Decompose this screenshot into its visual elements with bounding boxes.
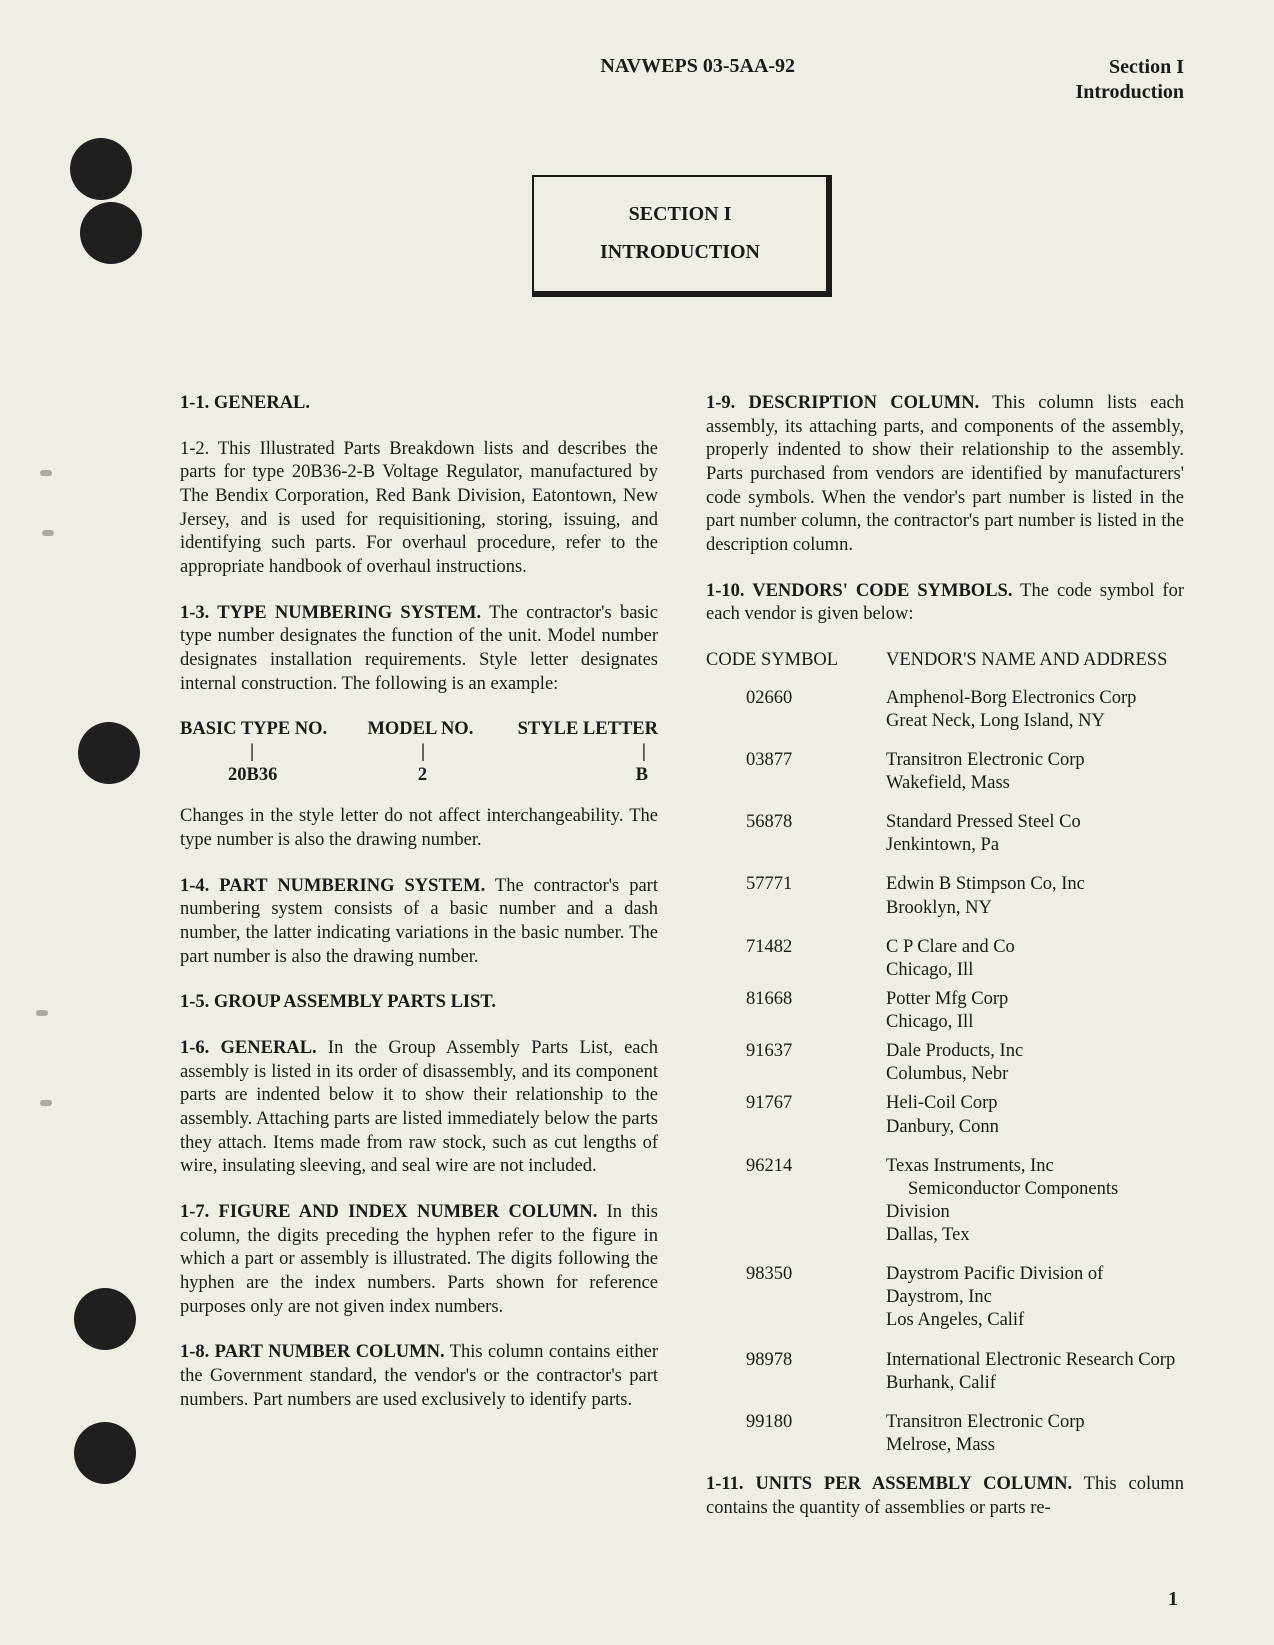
vendor-name: Transitron Electronic CorpMelrose, Mass	[886, 1411, 1184, 1457]
para-1-6-body: In the Group Assembly Parts List, each a…	[180, 1038, 658, 1176]
vendor-name: International Electronic Research CorpBu…	[886, 1349, 1184, 1395]
type-col3-head: STYLE LETTER	[508, 718, 658, 742]
para-1-4: 1-4. PART NUMBERING SYSTEM. The contract…	[180, 875, 658, 970]
scan-artifact	[42, 530, 54, 536]
section-title-box: SECTION I INTRODUCTION	[532, 175, 832, 297]
type-col1-val: 20B36	[180, 764, 368, 788]
para-1-4-head: 1-4. PART NUMBERING SYSTEM.	[180, 876, 485, 896]
vendor-name: Standard Pressed Steel CoJenkintown, Pa	[886, 811, 1184, 857]
type-col2-val: 2	[368, 764, 510, 788]
type-col2-bar: |	[369, 744, 511, 761]
para-1-2-body: This Illustrated Parts Breakdown lists a…	[180, 439, 658, 577]
vendor-row: 03877Transitron Electronic CorpWakefield…	[706, 749, 1184, 795]
section-label: Section I	[1075, 55, 1184, 80]
section-name: Introduction	[1075, 80, 1184, 105]
vendor-row: 98978International Electronic Research C…	[706, 1349, 1184, 1395]
punch-hole	[74, 1288, 136, 1350]
vendor-head-name: VENDOR'S NAME AND ADDRESS	[886, 649, 1184, 673]
vendor-code: 71482	[706, 936, 886, 982]
para-1-6-head: 1-6. GENERAL.	[180, 1038, 317, 1058]
para-1-3-after: Changes in the style letter do not affec…	[180, 805, 658, 852]
type-col3-bar: |	[511, 744, 658, 761]
vendor-code: 91637	[706, 1040, 886, 1086]
vendor-code: 02660	[706, 687, 886, 733]
vendor-row: 98350Daystrom Pacific Division of Daystr…	[706, 1263, 1184, 1332]
punch-hole	[74, 1422, 136, 1484]
vendor-name: Texas Instruments, IncSemiconductor Comp…	[886, 1155, 1184, 1248]
punch-hole	[70, 138, 132, 200]
vendor-name: Transitron Electronic CorpWakefield, Mas…	[886, 749, 1184, 795]
para-1-7-head: 1-7. FIGURE AND INDEX NUMBER COLUMN.	[180, 1202, 597, 1222]
para-1-3: 1-3. TYPE NUMBERING SYSTEM. The contract…	[180, 602, 658, 697]
vendor-row: 96214Texas Instruments, IncSemiconductor…	[706, 1155, 1184, 1248]
para-1-1-head: 1-1. GENERAL.	[180, 393, 310, 413]
section-header: Section I Introduction	[1075, 55, 1184, 105]
vendor-row: 71482C P Clare and CoChicago, Ill	[706, 936, 1184, 982]
body-columns: 1-1. GENERAL. 1-2. This Illustrated Part…	[180, 392, 1184, 1520]
para-1-7: 1-7. FIGURE AND INDEX NUMBER COLUMN. In …	[180, 1201, 658, 1319]
vendor-head-code: CODE SYMBOL	[706, 649, 886, 673]
vendor-code: 81668	[706, 988, 886, 1034]
type-col2-head: MODEL NO.	[367, 718, 508, 742]
vendor-code: 98350	[706, 1263, 886, 1332]
vendor-table-body: 02660Amphenol-Borg Electronics CorpGreat…	[706, 687, 1184, 1457]
vendor-code: 57771	[706, 873, 886, 919]
document-page: NAVWEPS 03-5AA-92 Section I Introduction…	[0, 0, 1274, 1645]
vendor-table-header: CODE SYMBOL VENDOR'S NAME AND ADDRESS	[706, 649, 1184, 673]
vendor-code: 91767	[706, 1092, 886, 1138]
vendor-row: 02660Amphenol-Borg Electronics CorpGreat…	[706, 687, 1184, 733]
para-1-10: 1-10. VENDORS' CODE SYMBOLS. The code sy…	[706, 580, 1184, 627]
type-col1-bar: |	[180, 744, 369, 761]
vendor-name: Daystrom Pacific Division of Daystrom, I…	[886, 1263, 1184, 1332]
vendor-row: 91767Heli-Coil CorpDanbury, Conn	[706, 1092, 1184, 1138]
vendor-row: 91637Dale Products, IncColumbus, Nebr	[706, 1040, 1184, 1086]
vendor-code: 03877	[706, 749, 886, 795]
vendor-row: 81668Potter Mfg CorpChicago, Ill	[706, 988, 1184, 1034]
para-1-8: 1-8. PART NUMBER COLUMN. This column con…	[180, 1341, 658, 1412]
vendor-name: Amphenol-Borg Electronics CorpGreat Neck…	[886, 687, 1184, 733]
para-1-2-head: 1-2.	[180, 439, 209, 459]
vendor-code: 96214	[706, 1155, 886, 1248]
vendor-name: Dale Products, IncColumbus, Nebr	[886, 1040, 1184, 1086]
para-1-2: 1-2. This Illustrated Parts Breakdown li…	[180, 438, 658, 580]
para-1-11-head: 1-11. UNITS PER ASSEMBLY COLUMN.	[706, 1474, 1072, 1494]
page-number: 1	[1168, 1588, 1178, 1611]
para-1-9-body: This column lists each assembly, its att…	[706, 393, 1184, 555]
para-1-1: 1-1. GENERAL.	[180, 392, 658, 416]
vendor-row: 57771Edwin B Stimpson Co, IncBrooklyn, N…	[706, 873, 1184, 919]
type-col3-val: B	[510, 764, 658, 788]
para-1-10-head: 1-10. VENDORS' CODE SYMBOLS.	[706, 581, 1012, 601]
vendor-code: 56878	[706, 811, 886, 857]
type-number-example: BASIC TYPE NO. MODEL NO. STYLE LETTER | …	[180, 718, 658, 787]
para-1-5: 1-5. GROUP ASSEMBLY PARTS LIST.	[180, 991, 658, 1015]
para-1-11: 1-11. UNITS PER ASSEMBLY COLUMN. This co…	[706, 1473, 1184, 1520]
para-1-6: 1-6. GENERAL. In the Group Assembly Part…	[180, 1037, 658, 1179]
page-header: NAVWEPS 03-5AA-92 Section I Introduction	[180, 55, 1184, 105]
para-1-9: 1-9. DESCRIPTION COLUMN. This column lis…	[706, 392, 1184, 558]
section-box-line2: INTRODUCTION	[544, 233, 816, 271]
vendor-row: 99180Transitron Electronic CorpMelrose, …	[706, 1411, 1184, 1457]
type-col1-head: BASIC TYPE NO.	[180, 718, 367, 742]
scan-artifact	[40, 470, 52, 476]
vendor-name: Heli-Coil CorpDanbury, Conn	[886, 1092, 1184, 1138]
para-1-3-head: 1-3. TYPE NUMBERING SYSTEM.	[180, 603, 481, 623]
para-1-5-head: 1-5. GROUP ASSEMBLY PARTS LIST.	[180, 992, 496, 1012]
doc-id: NAVWEPS 03-5AA-92	[180, 55, 1075, 78]
vendor-name: C P Clare and CoChicago, Ill	[886, 936, 1184, 982]
vendor-code: 98978	[706, 1349, 886, 1395]
scan-artifact	[40, 1100, 52, 1106]
scan-artifact	[36, 1010, 48, 1016]
section-box-line1: SECTION I	[544, 195, 816, 233]
vendor-name: Potter Mfg CorpChicago, Ill	[886, 988, 1184, 1034]
punch-hole	[78, 722, 140, 784]
para-1-9-head: 1-9. DESCRIPTION COLUMN.	[706, 393, 979, 413]
vendor-name: Edwin B Stimpson Co, IncBrooklyn, NY	[886, 873, 1184, 919]
punch-hole	[80, 202, 142, 264]
vendor-row: 56878Standard Pressed Steel CoJenkintown…	[706, 811, 1184, 857]
vendor-code: 99180	[706, 1411, 886, 1457]
para-1-8-head: 1-8. PART NUMBER COLUMN.	[180, 1342, 445, 1362]
